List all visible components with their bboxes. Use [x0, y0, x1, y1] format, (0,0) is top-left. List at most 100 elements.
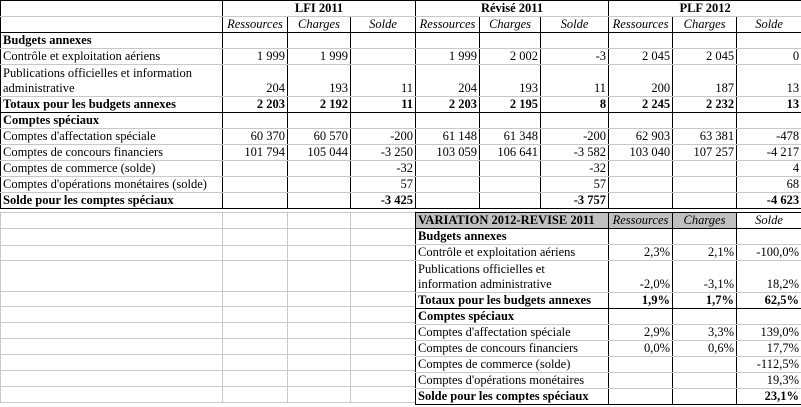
empty-cell[interactable] [350, 306, 416, 323]
value-cell[interactable]: 13 [736, 64, 801, 97]
value-cell[interactable]: 139,0% [736, 324, 801, 341]
row-label[interactable]: Comptes de concours financiers [415, 340, 609, 357]
value-cell[interactable]: 2 203 [415, 96, 481, 113]
value-cell[interactable]: 2,3% [608, 244, 673, 261]
empty-cell[interactable] [350, 245, 416, 261]
empty-cell[interactable] [222, 386, 288, 403]
empty-cell[interactable] [0, 322, 223, 339]
value-cell[interactable]: 103 040 [608, 144, 674, 161]
value-cell[interactable]: -3 425 [349, 192, 417, 209]
empty-cell[interactable] [222, 228, 288, 246]
value-cell[interactable]: -112,5% [736, 356, 801, 373]
value-cell[interactable]: 23,1% [736, 388, 801, 405]
row-label[interactable]: Comptes de commerce (solde) [0, 160, 223, 177]
value-cell[interactable] [608, 32, 674, 49]
empty-cell[interactable] [222, 260, 288, 292]
empty-cell[interactable] [287, 386, 351, 403]
value-cell[interactable] [540, 32, 610, 49]
value-cell[interactable]: 18,2% [736, 260, 801, 293]
value-cell[interactable] [479, 176, 542, 193]
value-cell[interactable]: -3,1% [672, 260, 737, 293]
column-header[interactable]: Ressources [222, 16, 288, 33]
value-cell[interactable]: -3 [540, 48, 610, 65]
value-cell[interactable] [222, 112, 288, 129]
value-cell[interactable]: 1 999 [287, 48, 351, 65]
value-cell[interactable] [608, 356, 673, 373]
value-cell[interactable] [672, 372, 737, 389]
value-cell[interactable]: 0 [736, 48, 801, 65]
value-cell[interactable] [222, 176, 288, 193]
empty-cell[interactable] [287, 245, 351, 261]
value-cell[interactable] [287, 176, 351, 193]
value-cell[interactable]: 61 348 [479, 128, 542, 145]
value-cell[interactable]: 1 999 [415, 48, 481, 65]
empty-cell[interactable] [350, 291, 416, 307]
group-header-0[interactable]: LFI 2011 [221, 0, 417, 17]
empty-cell[interactable] [0, 338, 223, 355]
value-cell[interactable]: 57 [349, 176, 417, 193]
value-cell[interactable] [608, 160, 674, 177]
column-header[interactable]: Charges [287, 16, 351, 33]
value-cell[interactable] [222, 192, 288, 209]
row-label[interactable]: Totaux pour les budgets annexes [0, 96, 223, 113]
empty-cell[interactable] [0, 212, 223, 229]
value-cell[interactable]: -2,0% [608, 260, 673, 293]
value-cell[interactable] [608, 176, 674, 193]
row-label[interactable]: Budgets annexes [0, 32, 223, 49]
value-cell[interactable]: 200 [608, 64, 674, 97]
value-cell[interactable]: -4 623 [736, 192, 801, 209]
value-cell[interactable]: 193 [479, 64, 542, 97]
empty-cell[interactable] [222, 212, 288, 229]
value-cell[interactable]: 68 [736, 176, 801, 193]
column-header[interactable]: Charges [479, 16, 542, 33]
empty-cell[interactable] [350, 212, 416, 229]
value-cell[interactable]: 13 [736, 96, 801, 113]
value-cell[interactable] [479, 112, 542, 129]
value-cell[interactable] [349, 112, 417, 129]
value-cell[interactable] [287, 112, 351, 129]
empty-cell[interactable] [0, 306, 223, 323]
value-cell[interactable] [222, 32, 288, 49]
value-cell[interactable]: 17,7% [736, 340, 801, 357]
value-cell[interactable]: -3 582 [540, 144, 610, 161]
value-cell[interactable]: 2 192 [287, 96, 351, 113]
empty-cell[interactable] [350, 354, 416, 371]
empty-cell[interactable] [287, 322, 351, 339]
value-cell[interactable]: 2 203 [222, 96, 288, 113]
value-cell[interactable] [479, 192, 542, 209]
value-cell[interactable]: 11 [540, 64, 610, 97]
row-label[interactable]: Budgets annexes [415, 228, 609, 245]
value-cell[interactable] [672, 308, 737, 325]
value-cell[interactable]: 2 195 [479, 96, 542, 113]
empty-cell[interactable] [287, 338, 351, 355]
value-cell[interactable]: 11 [349, 64, 417, 97]
blank-cell[interactable] [0, 16, 223, 33]
value-cell[interactable]: -200 [540, 128, 610, 145]
value-cell[interactable] [415, 192, 481, 209]
empty-cell[interactable] [0, 386, 223, 403]
row-label[interactable]: Comptes d'affectation spéciale [415, 324, 609, 341]
value-cell[interactable] [608, 112, 674, 129]
value-cell[interactable] [415, 160, 481, 177]
empty-cell[interactable] [0, 245, 223, 261]
value-cell[interactable]: 1 999 [222, 48, 288, 65]
value-cell[interactable]: 2 002 [479, 48, 542, 65]
value-cell[interactable]: 3,3% [672, 324, 737, 341]
group-header-1[interactable]: Révisé 2011 [415, 0, 610, 17]
empty-cell[interactable] [350, 370, 416, 387]
value-cell[interactable] [479, 32, 542, 49]
value-cell[interactable] [672, 160, 738, 177]
value-cell[interactable]: 105 044 [287, 144, 351, 161]
value-cell[interactable] [287, 160, 351, 177]
empty-cell[interactable] [0, 354, 223, 371]
value-cell[interactable]: 57 [540, 176, 610, 193]
value-cell[interactable]: 2 045 [608, 48, 674, 65]
column-header[interactable]: Solde [349, 16, 417, 33]
empty-cell[interactable] [350, 338, 416, 355]
row-label[interactable]: Comptes de commerce (solde) [415, 356, 609, 373]
column-header[interactable]: Charges [672, 212, 737, 229]
value-cell[interactable] [415, 176, 481, 193]
value-cell[interactable]: 204 [415, 64, 481, 97]
empty-cell[interactable] [287, 306, 351, 323]
empty-cell[interactable] [287, 291, 351, 307]
